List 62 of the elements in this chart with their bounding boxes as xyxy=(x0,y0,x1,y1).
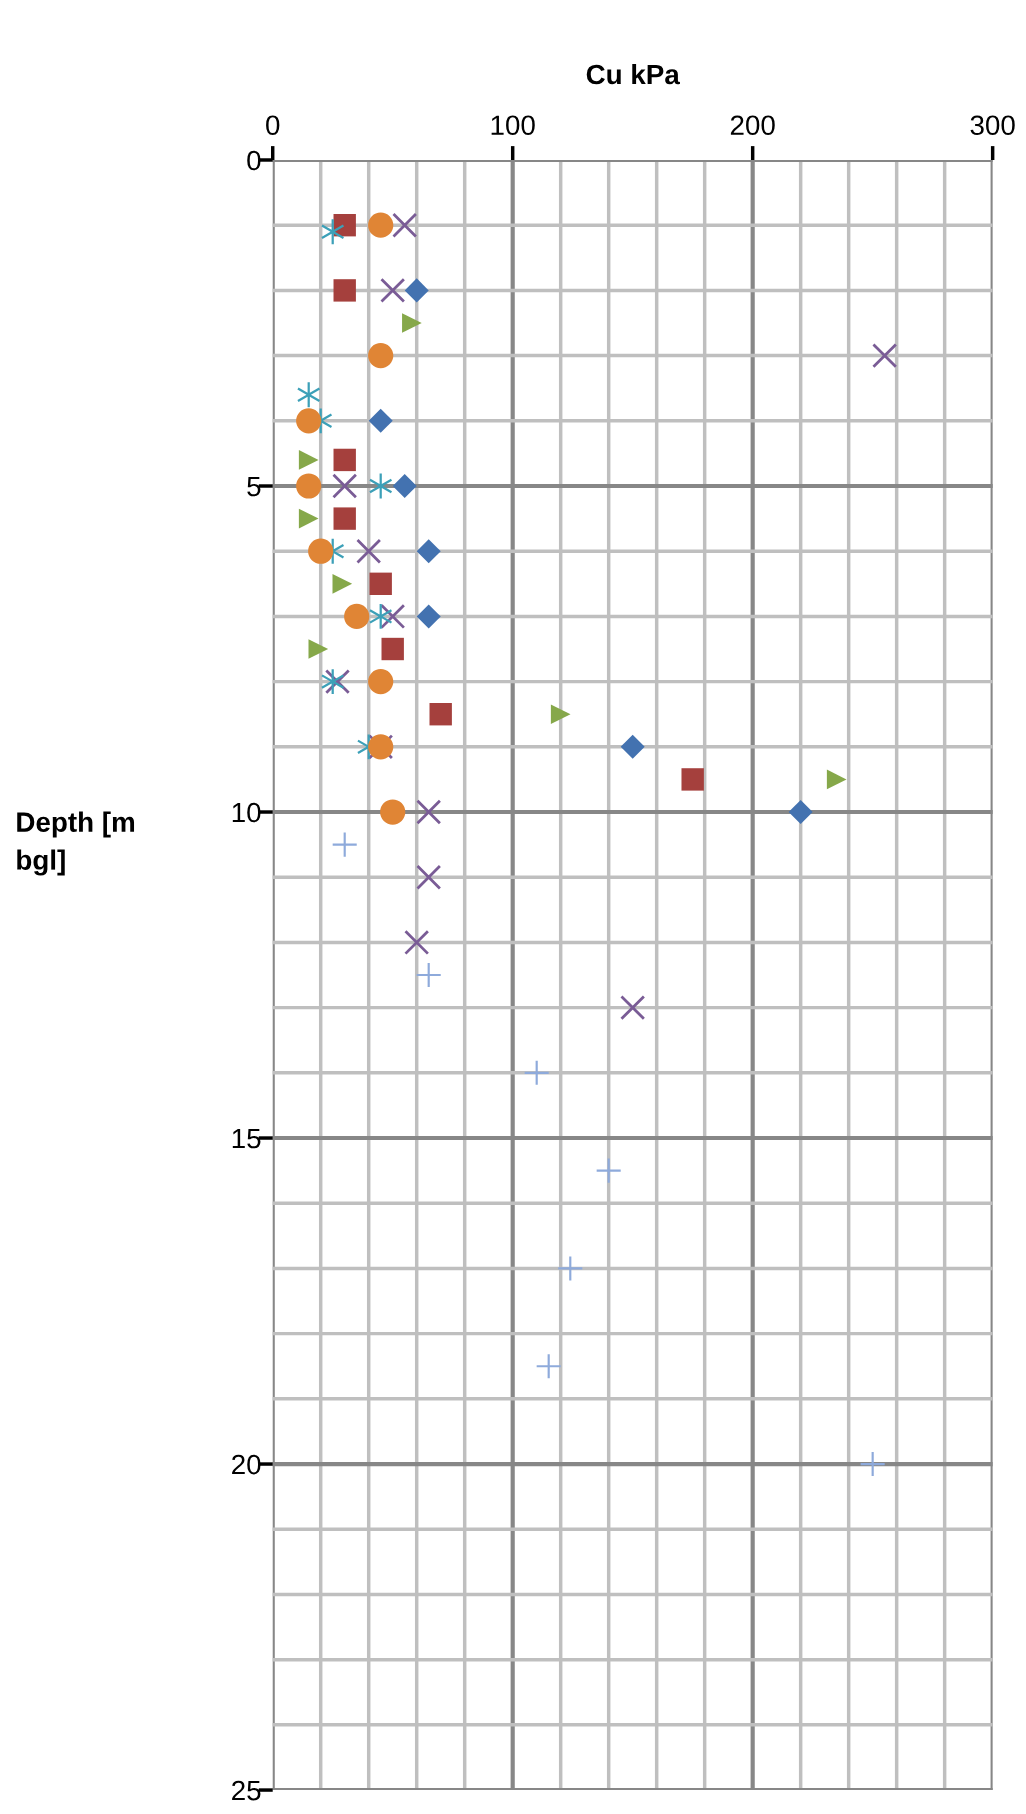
point xyxy=(402,313,422,333)
point xyxy=(392,212,418,238)
point xyxy=(368,669,394,695)
point xyxy=(368,408,393,433)
y-tick-label: 15 xyxy=(232,1128,261,1149)
point xyxy=(536,1354,561,1379)
y-tick-label: 0 xyxy=(247,150,261,171)
point xyxy=(392,473,417,499)
point xyxy=(308,639,329,659)
y-tick-label: 10 xyxy=(232,802,261,823)
point xyxy=(404,278,429,303)
point xyxy=(826,769,847,790)
point xyxy=(429,703,452,726)
point xyxy=(872,343,898,369)
point xyxy=(524,1060,549,1085)
point xyxy=(333,448,356,472)
point xyxy=(369,473,393,499)
point xyxy=(298,450,319,470)
y-tick-label: 20 xyxy=(232,1454,261,1475)
point xyxy=(404,929,430,956)
point xyxy=(308,538,334,564)
point xyxy=(788,799,813,825)
point xyxy=(860,1452,885,1477)
point xyxy=(332,473,358,499)
point xyxy=(296,473,322,499)
y-tick-label: 25 xyxy=(232,1780,261,1801)
point xyxy=(332,573,353,594)
point xyxy=(620,995,646,1021)
point xyxy=(416,963,441,988)
point xyxy=(321,219,345,245)
point xyxy=(681,768,704,791)
point xyxy=(380,277,406,303)
point xyxy=(550,704,571,725)
point xyxy=(380,799,406,825)
x-axis-title: Cu kPa xyxy=(586,63,680,85)
y-tick-label: 5 xyxy=(247,476,261,497)
point xyxy=(356,538,382,564)
x-tick-label: 200 xyxy=(730,115,775,136)
point xyxy=(368,342,394,369)
point xyxy=(321,669,345,695)
point xyxy=(620,734,645,759)
point xyxy=(416,864,442,890)
point xyxy=(344,603,370,630)
x-tick-label: 100 xyxy=(491,115,535,136)
point xyxy=(596,1158,621,1183)
point xyxy=(416,799,442,825)
point xyxy=(333,279,356,302)
point xyxy=(381,637,404,661)
point xyxy=(416,604,441,629)
point xyxy=(298,508,319,529)
point xyxy=(296,408,322,434)
point xyxy=(369,572,392,596)
point xyxy=(333,507,356,530)
point xyxy=(368,212,394,238)
point xyxy=(558,1256,583,1281)
x-tick-label: 300 xyxy=(970,115,1015,136)
y-axis-title: Depth [m bgl] xyxy=(17,811,135,876)
x-tick-label: 0 xyxy=(266,115,280,136)
point xyxy=(332,832,357,857)
point xyxy=(416,539,441,564)
point xyxy=(297,382,321,408)
point xyxy=(369,603,393,629)
